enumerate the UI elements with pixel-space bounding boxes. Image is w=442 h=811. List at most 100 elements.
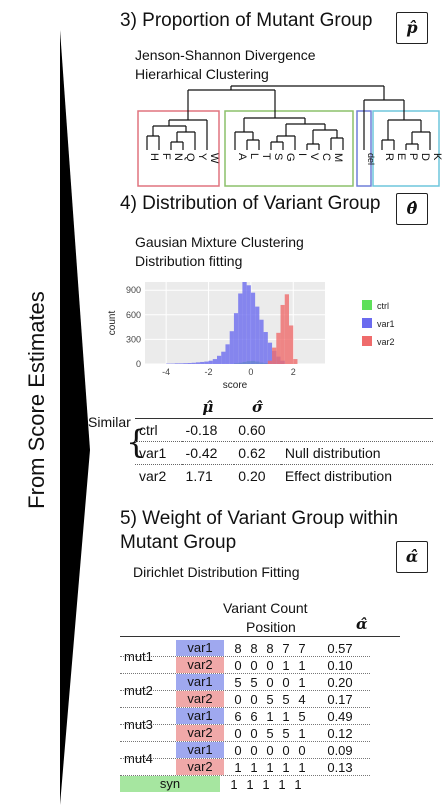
count-value: 0 xyxy=(250,657,258,673)
count-value: 0 xyxy=(234,725,242,741)
stats-row-sigma: 0.62 xyxy=(234,441,281,465)
alpha-value: 0.57 xyxy=(327,640,353,656)
alpha-value: 0.10 xyxy=(327,657,353,673)
dendrogram-branches xyxy=(146,85,431,150)
bar-var1 xyxy=(242,282,247,364)
bar-var1 xyxy=(246,285,251,364)
mutant-label: mut4 xyxy=(124,750,153,766)
mutant-label: mut2 xyxy=(124,682,153,698)
variant-group-label: var2 xyxy=(176,759,224,775)
y-tick-label: 900 xyxy=(126,285,141,295)
count-table-row: mut1 var1 8 8 8 7 7 0.57 xyxy=(120,640,370,664)
count-value: 5 xyxy=(298,708,306,724)
count-value: 8 xyxy=(250,640,258,656)
count-table: mut1 var1 8 8 8 7 7 0.57 var2 0 0 0 1 1 0.10 mut2 var1 5 5… xyxy=(120,640,370,792)
leaf-label: I xyxy=(296,153,308,156)
bar-var1 xyxy=(259,319,264,364)
count-value: 5 xyxy=(266,725,274,741)
leaf-label: K xyxy=(431,153,442,161)
count-value: 1 xyxy=(230,776,238,792)
bar-var1 xyxy=(250,292,256,364)
count-value: 8 xyxy=(266,640,274,656)
bar-var2 xyxy=(267,360,273,364)
count-value: 5 xyxy=(234,674,242,690)
count-value: 6 xyxy=(234,708,242,724)
bar-var1 xyxy=(183,363,188,364)
section4-line2: Distribution fitting xyxy=(135,253,243,269)
count-value: 7 xyxy=(298,640,306,656)
count-value: 5 xyxy=(282,691,290,707)
side-label: From Score Estimates xyxy=(24,291,49,509)
count-value: 0 xyxy=(282,674,290,690)
stats-header-blank xyxy=(135,396,182,419)
alpha-value: 0.17 xyxy=(327,691,353,707)
y-tick-label: 0 xyxy=(136,359,141,369)
leaf-label: D xyxy=(419,153,431,161)
bar-var1 xyxy=(229,331,234,364)
variant-group-label: var2 xyxy=(176,691,224,707)
leaf-label: T xyxy=(260,153,272,160)
count-header: Variant Count xyxy=(223,600,308,616)
count-value: 1 xyxy=(298,657,306,673)
bar-var1 xyxy=(238,293,243,364)
bar-var1 xyxy=(267,342,273,364)
bar-var1 xyxy=(208,360,213,364)
section3-line2: Hierarhical Clustering xyxy=(135,66,269,82)
bar-var2 xyxy=(289,325,294,364)
stats-row-mu: -0.42 xyxy=(181,441,235,465)
stats-row-sigma: 0.20 xyxy=(238,468,266,484)
y-tick-label: 300 xyxy=(126,334,141,344)
bar-var1 xyxy=(178,363,184,364)
count-value: 1 xyxy=(266,708,274,724)
variant-group-label: var1 xyxy=(176,640,224,656)
similar-label: Similar xyxy=(88,414,131,430)
count-value: 0 xyxy=(282,742,290,758)
bar-var1 xyxy=(225,344,230,364)
section5-title-line2: Mutant Group xyxy=(120,532,237,553)
y-axis-label: count xyxy=(107,311,118,336)
count-value: 0 xyxy=(266,674,274,690)
count-value: 1 xyxy=(298,725,306,741)
legend-swatch-ctrl xyxy=(362,300,372,310)
leaf-label: W xyxy=(208,153,220,164)
cluster-box-2 xyxy=(224,110,354,187)
bar-var1 xyxy=(221,351,226,364)
stats-row-sigma: 0.60 xyxy=(234,418,281,442)
bar-var1 xyxy=(200,361,205,364)
bar-var1 xyxy=(204,361,209,364)
mutant-label: mut3 xyxy=(124,716,153,732)
variant-group-label: var1 xyxy=(176,742,224,758)
alpha-value: 0.49 xyxy=(327,708,353,724)
legend-label-var1: var1 xyxy=(377,319,395,329)
x-tick-label: 2 xyxy=(291,367,296,377)
bar-var1 xyxy=(212,359,217,364)
count-value: 0 xyxy=(250,691,258,707)
bar-var1 xyxy=(263,332,268,364)
stats-row-name: var2 xyxy=(139,468,167,484)
x-tick-label: -2 xyxy=(205,367,213,377)
count-value: 1 xyxy=(250,759,258,775)
section5-subtitle: Dirichlet Distribution Fitting xyxy=(133,564,300,580)
wedge-arrow xyxy=(60,30,90,805)
variant-group-label: var1 xyxy=(176,708,224,724)
count-table-row: var2 1 1 1 1 1 0.13 xyxy=(120,759,370,776)
legend-swatch-var2 xyxy=(362,336,372,346)
count-value: 1 xyxy=(282,708,290,724)
bar-var2 xyxy=(280,304,285,364)
bar-var2 xyxy=(293,359,298,364)
section5-symbol: α̂ xyxy=(396,541,428,573)
count-value: 0 xyxy=(298,742,306,758)
bar-var1 xyxy=(255,306,260,364)
leaf-label: F xyxy=(160,153,172,160)
count-table-row: var2 0 0 5 5 1 0.12 xyxy=(120,725,370,742)
count-value: 1 xyxy=(282,657,290,673)
y-tick-label: 600 xyxy=(126,310,141,320)
count-value: 1 xyxy=(262,776,270,792)
count-table-row: var2 0 0 0 1 1 0.10 xyxy=(120,657,370,674)
stats-row-mu: -0.18 xyxy=(181,418,235,442)
leaf-label: Y xyxy=(196,153,208,161)
count-value: 5 xyxy=(266,691,274,707)
section3-title: 3) Proportion of Mutant Group xyxy=(120,10,373,31)
